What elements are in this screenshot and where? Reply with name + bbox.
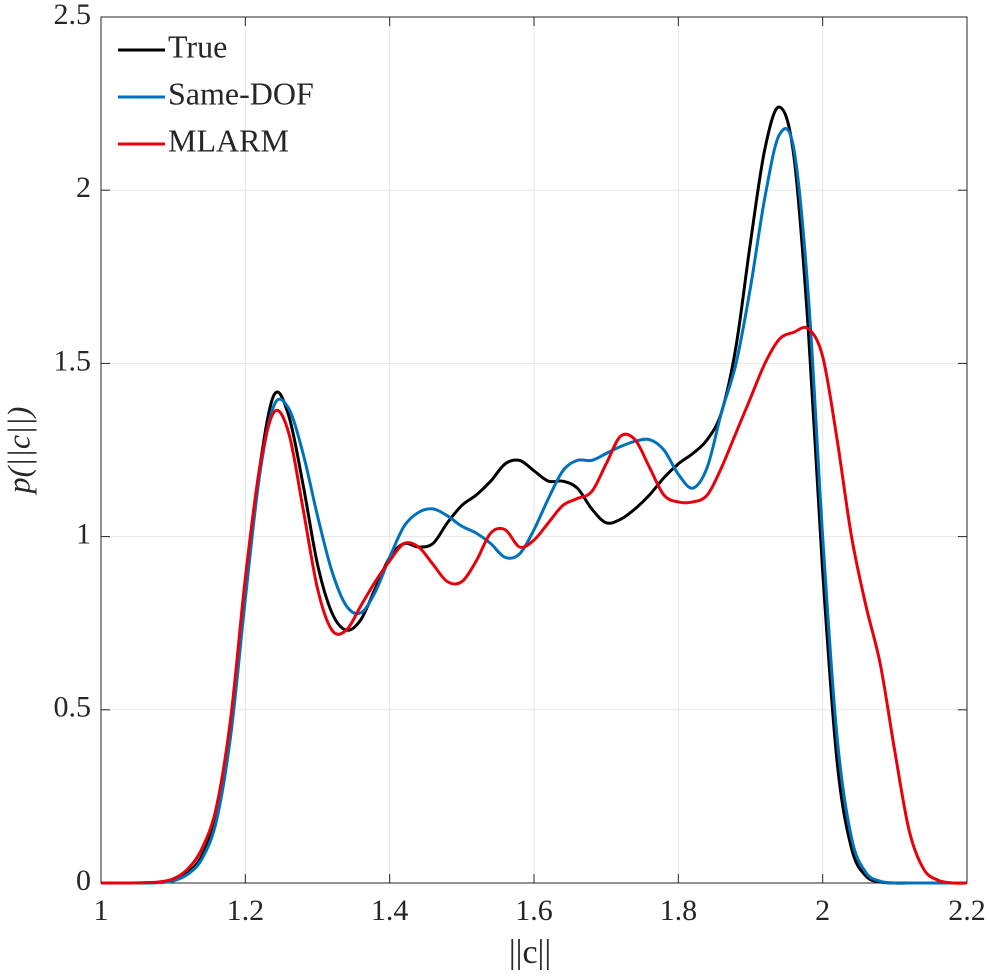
y-tick-label: 1.5: [54, 344, 92, 377]
legend-label: MLARM: [168, 122, 289, 158]
y-tick-label: 2.5: [54, 0, 92, 31]
x-tick-label: 1.6: [515, 894, 553, 927]
x-tick-label: 1.2: [227, 894, 265, 927]
x-tick-label: 1: [94, 894, 109, 927]
y-tick-label: 2: [76, 171, 91, 204]
x-axis-label: ||c||: [509, 934, 551, 971]
y-tick-label: 1: [76, 517, 91, 550]
legend-label: True: [168, 28, 227, 64]
legend-label: Same-DOF: [168, 75, 314, 111]
y-tick-label: 0: [76, 864, 91, 897]
y-tick-label: 0.5: [54, 691, 92, 724]
data-line: [101, 127, 967, 885]
data-line: [101, 325, 968, 885]
y-axis-label: p(||c||): [0, 407, 36, 496]
x-tick-label: 1.8: [660, 894, 698, 927]
plot-frame: [100, 16, 968, 884]
x-tick-label: 1.4: [371, 894, 409, 927]
x-tick-label: 2.2: [948, 894, 986, 927]
x-tick-label: 2: [815, 894, 830, 927]
